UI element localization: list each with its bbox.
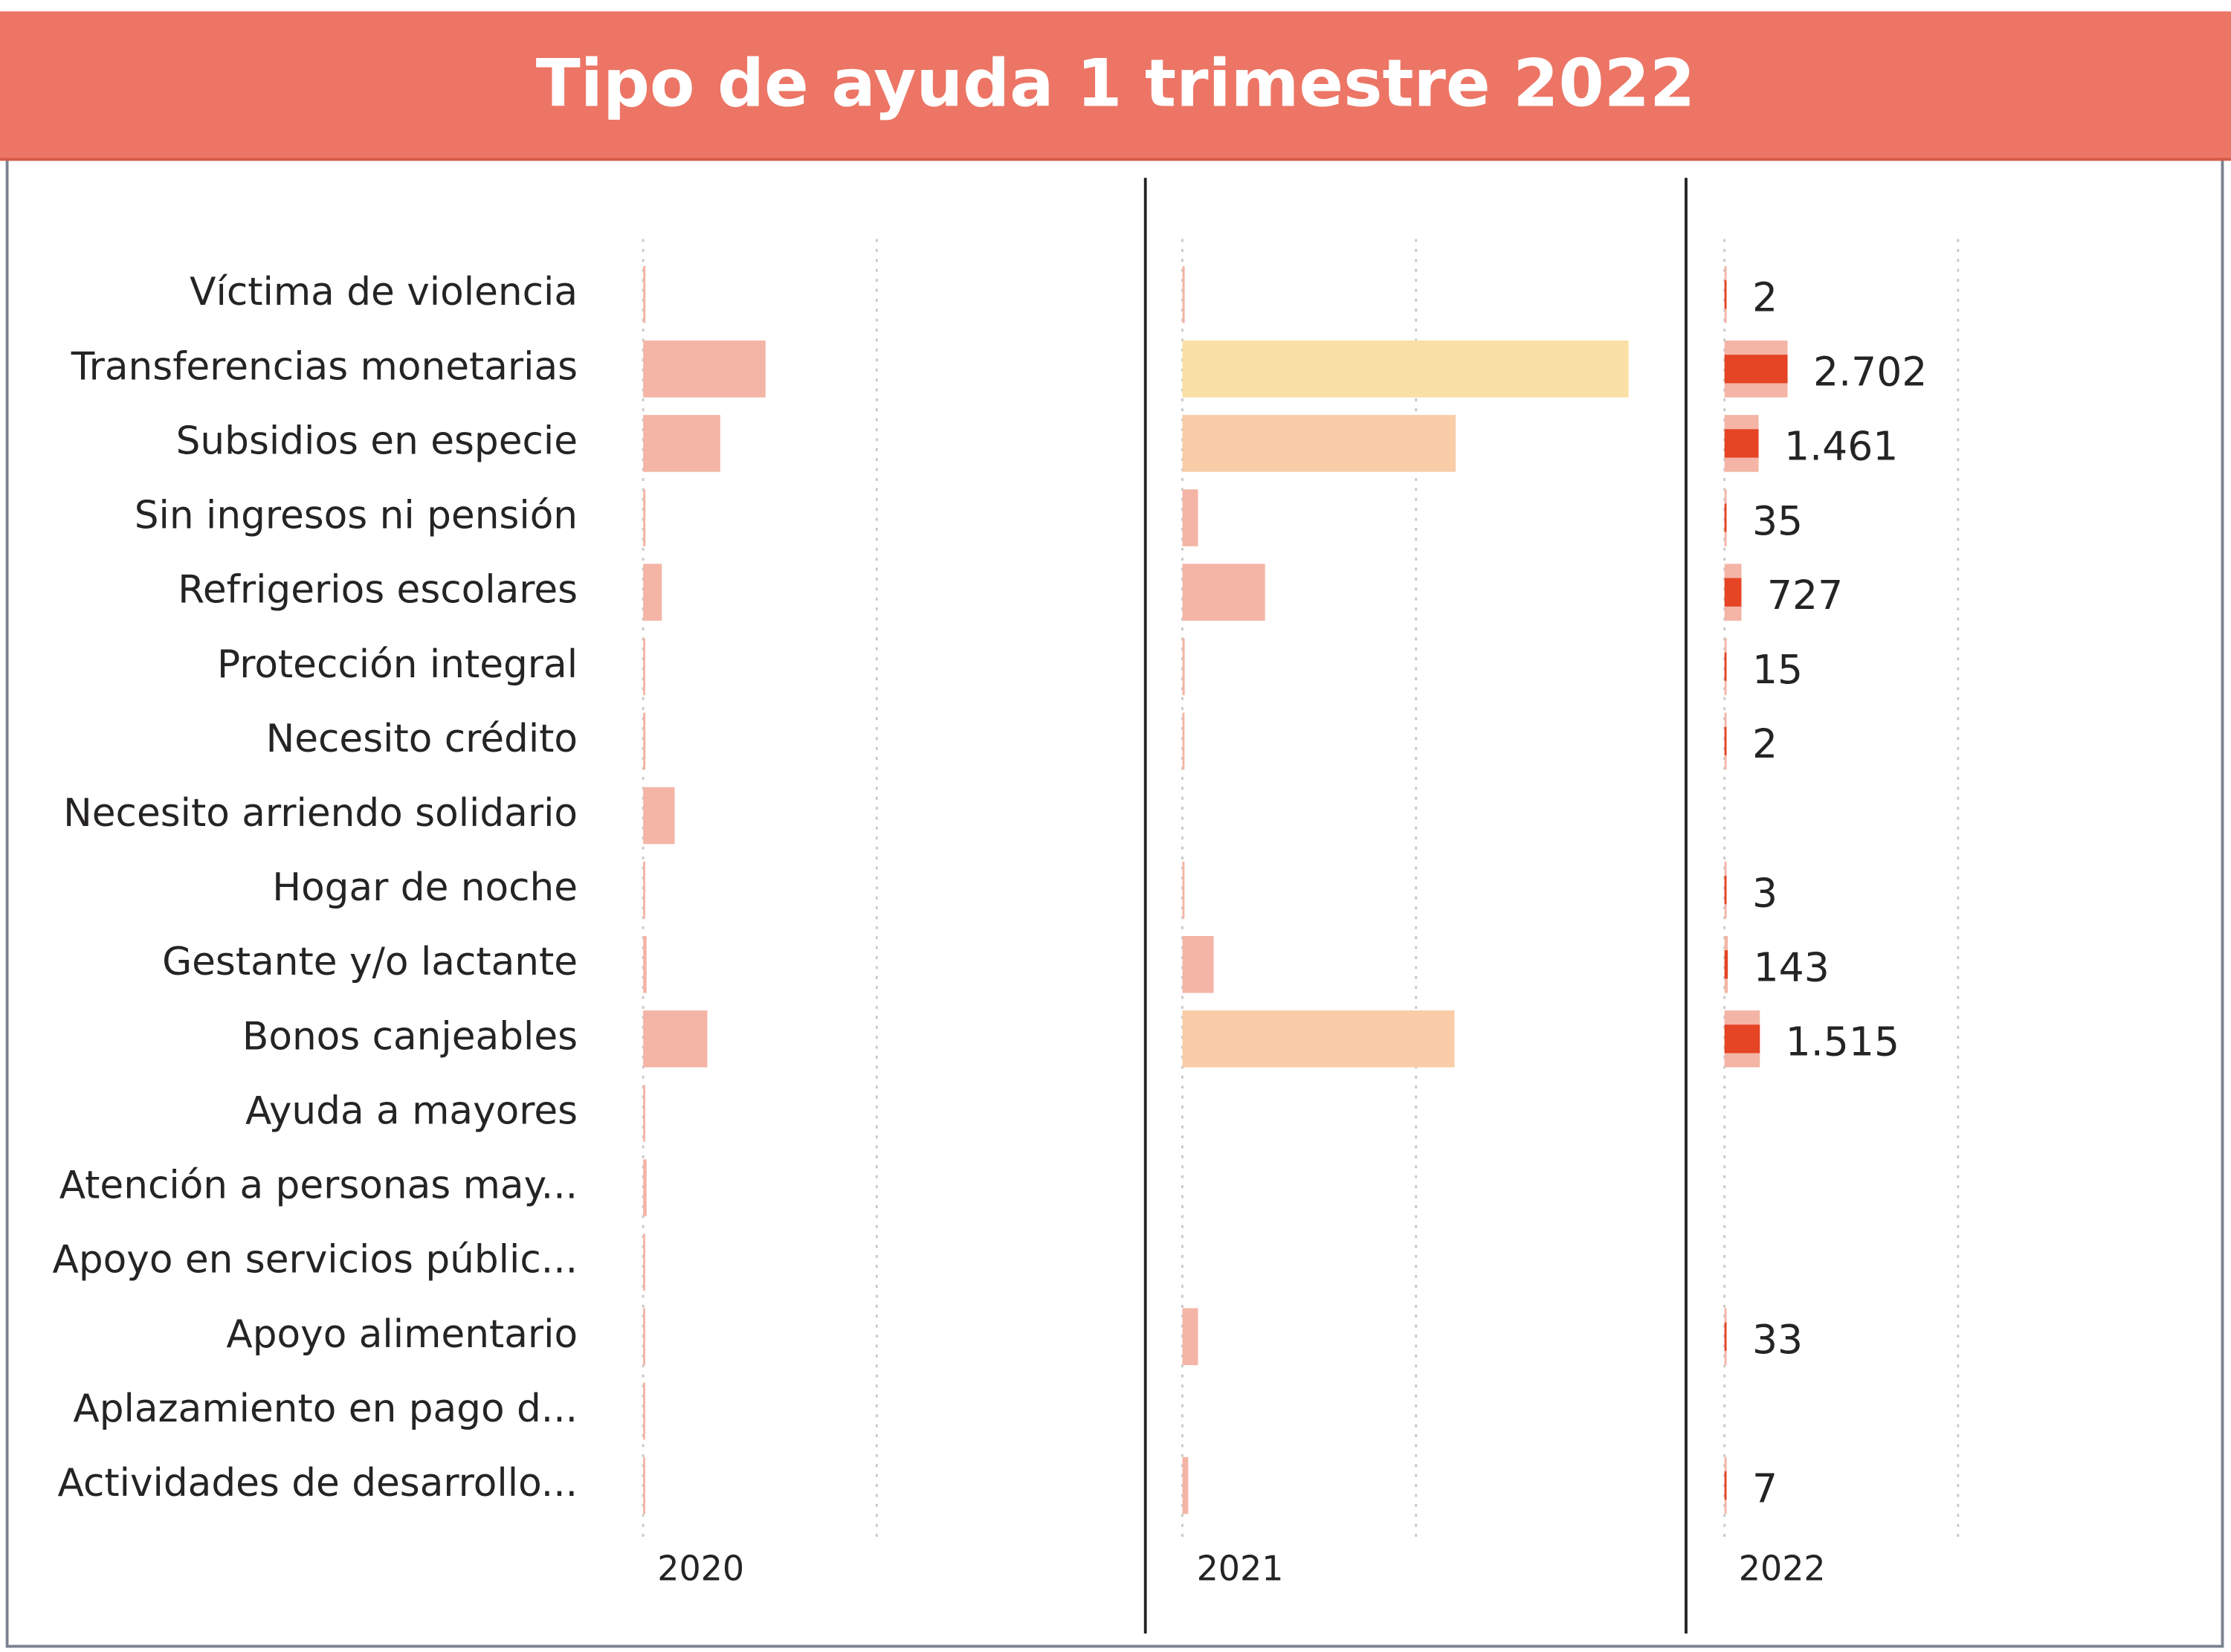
category-label: Necesito arriendo solidario xyxy=(63,791,578,836)
category-label: Hogar de noche xyxy=(272,865,578,910)
bar xyxy=(1182,1010,1455,1068)
panel-label: 2020 xyxy=(657,1548,744,1588)
data-label: 35 xyxy=(1752,497,1803,544)
bar xyxy=(643,489,646,546)
highlight-bar xyxy=(1724,578,1742,607)
bar xyxy=(643,861,645,919)
category-label: Transferencias monetarias xyxy=(71,344,578,389)
bar xyxy=(1182,861,1185,919)
panel-label: 2021 xyxy=(1197,1548,1284,1588)
bar xyxy=(643,1085,645,1142)
bar xyxy=(1182,265,1185,323)
data-label: 2 xyxy=(1752,720,1778,767)
highlight-bar xyxy=(1724,875,1727,905)
bar xyxy=(1182,1456,1189,1514)
chart-title: Tipo de ayuda 1 trimestre 2022 xyxy=(536,45,1696,122)
bar xyxy=(643,638,645,696)
category-label: Víctima de violencia xyxy=(190,270,578,314)
bar xyxy=(643,1456,645,1514)
bar xyxy=(1182,712,1185,770)
highlight-bar xyxy=(1724,355,1788,384)
data-label: 33 xyxy=(1752,1316,1803,1363)
bar xyxy=(1182,1308,1198,1366)
highlight-bar xyxy=(1724,652,1727,681)
bar xyxy=(643,1010,708,1068)
bar xyxy=(643,935,647,993)
highlight-bar xyxy=(1724,280,1727,309)
bar xyxy=(1182,638,1185,696)
data-label: 15 xyxy=(1752,646,1803,693)
data-label: 727 xyxy=(1767,572,1843,619)
bar xyxy=(643,1233,645,1291)
bar xyxy=(643,341,766,398)
category-label: Apoyo en servicios públic... xyxy=(53,1238,578,1282)
bar xyxy=(643,1382,645,1440)
title-banner xyxy=(0,11,2231,160)
bar xyxy=(643,1159,647,1216)
category-label: Apoyo alimentario xyxy=(226,1312,578,1357)
highlight-bar xyxy=(1724,1025,1760,1054)
highlight-bar xyxy=(1724,429,1759,458)
data-label: 1.461 xyxy=(1784,423,1898,470)
category-label: Refrigerios escolares xyxy=(178,568,578,613)
data-label: 2.702 xyxy=(1813,349,1927,396)
category-label: Protección integral xyxy=(217,642,578,687)
highlight-bar xyxy=(1724,503,1727,532)
category-label: Aplazamiento en pago d... xyxy=(73,1387,578,1431)
bar xyxy=(1182,341,1629,398)
highlight-bar xyxy=(1724,950,1728,979)
highlight-bar xyxy=(1724,726,1727,756)
data-label: 3 xyxy=(1752,869,1778,916)
highlight-bar xyxy=(1724,1322,1727,1351)
bar xyxy=(643,1308,645,1366)
category-label: Subsidios en especie xyxy=(176,419,578,463)
data-label: 143 xyxy=(1754,944,1830,991)
bar xyxy=(643,415,720,472)
bar xyxy=(1182,415,1456,472)
data-label: 2 xyxy=(1752,274,1778,320)
bar xyxy=(643,712,646,770)
bar xyxy=(643,265,646,323)
category-label: Atención a personas may... xyxy=(59,1164,578,1208)
bar xyxy=(643,787,675,845)
panel-label: 2022 xyxy=(1739,1548,1826,1588)
bar xyxy=(1182,489,1198,546)
data-label: 1.515 xyxy=(1786,1019,1899,1065)
category-label: Gestante y/o lactante xyxy=(162,940,578,984)
bar xyxy=(1182,935,1214,993)
category-label: Sin ingresos ni pensión xyxy=(135,494,578,538)
bar xyxy=(1182,564,1265,621)
data-label: 7 xyxy=(1752,1465,1778,1511)
category-label: Ayuda a mayores xyxy=(245,1088,578,1133)
bar xyxy=(643,564,662,621)
category-label: Actividades de desarrollo... xyxy=(58,1461,578,1506)
highlight-bar xyxy=(1724,1471,1727,1500)
category-label: Bonos canjeables xyxy=(242,1014,578,1059)
category-label: Necesito crédito xyxy=(266,717,578,761)
